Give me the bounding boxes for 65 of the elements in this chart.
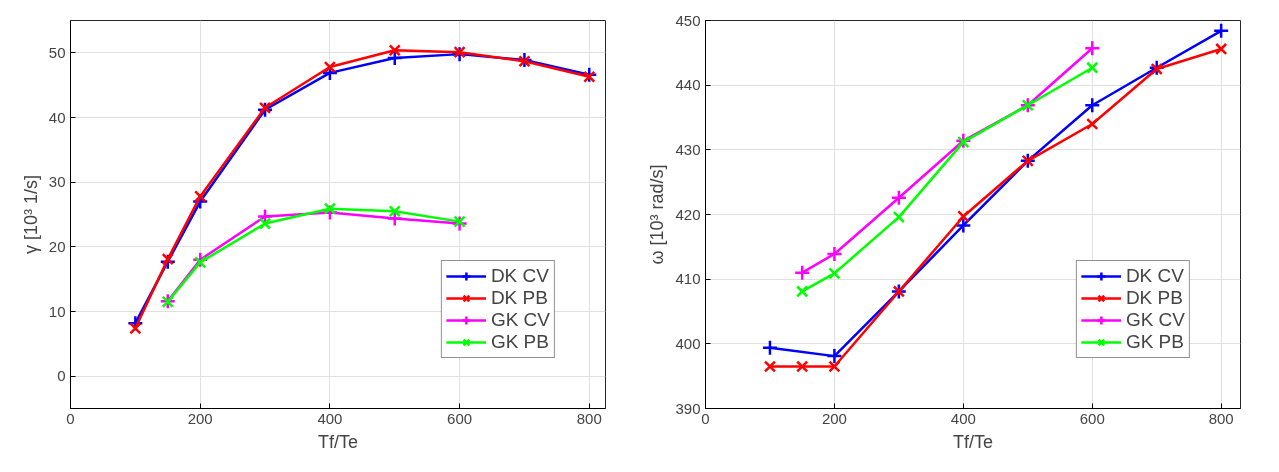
y-tick-label: 50 — [48, 43, 66, 61]
point — [258, 101, 272, 114]
point — [795, 360, 809, 373]
point — [194, 190, 207, 203]
point — [795, 285, 809, 298]
legend-label: GK PB — [1125, 331, 1184, 353]
y-tick-label: 450 — [675, 11, 701, 29]
y-tick-label: 440 — [675, 76, 701, 94]
point — [761, 339, 779, 356]
point — [1214, 42, 1228, 56]
x-tick-label: 200 — [187, 409, 213, 427]
point — [793, 264, 811, 281]
x-axis-title: Tf/Te — [953, 431, 994, 452]
legend-label: DK PB — [490, 287, 548, 309]
point — [129, 322, 142, 335]
point — [826, 245, 843, 263]
point — [453, 45, 466, 59]
x-tick-label: 400 — [317, 409, 343, 427]
legend-label: DK CV — [490, 265, 549, 287]
point — [826, 347, 843, 365]
point — [1084, 96, 1101, 114]
point — [1212, 22, 1230, 40]
point — [828, 267, 841, 280]
point — [388, 205, 401, 218]
y-tick-label: 40 — [48, 108, 66, 126]
x-axis-title: Tf/Te — [318, 431, 359, 452]
point — [890, 189, 908, 206]
point — [892, 210, 906, 224]
point — [323, 202, 337, 215]
y-tick-label: 400 — [675, 334, 701, 352]
x-tick-label: 600 — [447, 409, 473, 427]
x-tick-label: 400 — [950, 409, 976, 427]
x-tick-label: 800 — [1208, 409, 1234, 427]
y-tick-label: 0 — [57, 367, 66, 385]
legend-label: DK PB — [1125, 287, 1183, 309]
legend-label: GK PB — [490, 331, 549, 353]
point — [828, 360, 841, 373]
point — [1086, 117, 1099, 131]
point — [957, 210, 970, 223]
y-tick-label: 10 — [48, 302, 66, 320]
point — [518, 55, 531, 68]
x-tick-label: 600 — [1079, 409, 1105, 427]
y-tick-label: 430 — [675, 140, 701, 158]
y-tick-label: 20 — [48, 237, 66, 255]
y-tick-label: 390 — [675, 399, 701, 417]
point — [194, 256, 207, 269]
point — [453, 215, 466, 228]
point — [1086, 61, 1099, 74]
y-tick-label: 420 — [675, 205, 701, 223]
y-axis-title: γ [10³ 1/s] — [20, 174, 41, 255]
y-axis-title: ω [10³ rad/s] — [647, 164, 668, 265]
legend-label: DK CV — [1125, 265, 1184, 287]
point — [161, 252, 174, 266]
legend-label: GK CV — [1125, 309, 1185, 331]
x-tick-label: 200 — [821, 409, 847, 427]
x-tick-label: 800 — [576, 409, 602, 427]
point — [258, 217, 272, 230]
point — [323, 60, 337, 74]
y-tick-label: 410 — [675, 270, 701, 288]
point — [763, 360, 777, 373]
point — [583, 70, 596, 83]
point — [388, 44, 401, 57]
legend-label: GK CV — [490, 309, 550, 331]
point — [1084, 40, 1101, 57]
y-tick-label: 30 — [48, 173, 66, 191]
